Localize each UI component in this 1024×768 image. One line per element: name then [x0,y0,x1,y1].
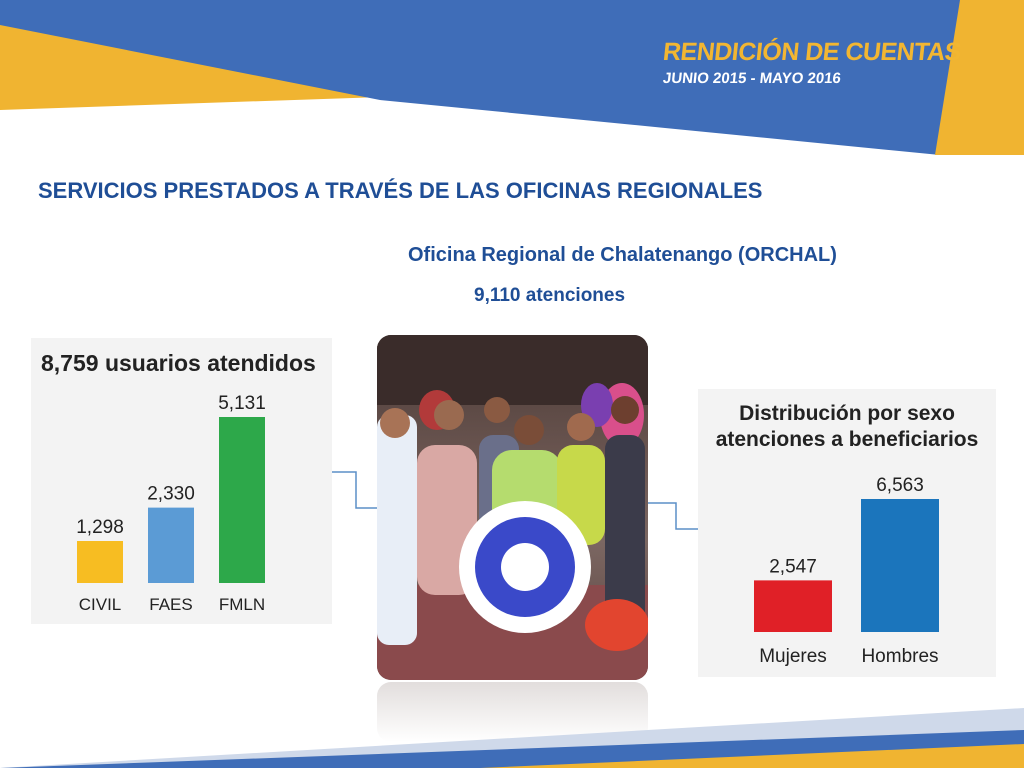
page-title: SERVICIOS PRESTADOS A TRAVÉS DE LAS OFIC… [38,178,763,203]
sexo-chart-title: Distribución por sexo atenciones a benef… [698,401,996,453]
category-label-mujeres: Mujeres [759,646,827,667]
bar-civil [77,541,123,583]
office-title: Oficina Regional de Chalatenango (ORCHAL… [408,244,837,266]
value-label-hombres: 6,563 [876,475,924,496]
connector-right [648,502,700,530]
value-label-faes: 2,330 [147,484,195,505]
group-photo [377,335,648,680]
usuarios-chart-panel: 8,759 usuarios atendidos 1,298 CIVIL 2,330… [31,338,332,624]
usuarios-chart-title: 8,759 usuarios atendidos [41,350,316,376]
bar-faes [148,507,194,583]
sexo-bar-chart: 2,547 Mujeres 6,563 Hombres [754,475,939,667]
category-label-hombres: Hombres [861,646,938,667]
category-label-faes: FAES [149,595,192,614]
atenciones-total: 9,110 atenciones [474,285,626,306]
category-label-civil: CIVIL [79,595,122,614]
value-label-civil: 1,298 [76,517,124,538]
banner-blue-band [0,0,1024,155]
bar-fmln [219,417,265,583]
sexo-chart-panel: Distribución por sexo atenciones a benef… [698,389,996,677]
photo-reflection [377,682,648,742]
bar-hombres [861,499,939,632]
photo-illustration [377,335,648,680]
banner-title: RENDICIÓN DE CUENTAS [661,38,963,66]
header-banner [0,0,1024,155]
value-label-fmln: 5,131 [218,393,266,414]
category-label-fmln: FMLN [219,595,265,614]
banner-period: JUNIO 2015 - MAYO 2016 [662,70,842,87]
banner-yellow-corner [935,0,1024,155]
bar-mujeres [754,580,832,632]
footer-swoosh [0,708,1024,768]
value-label-mujeres: 2,547 [769,556,817,577]
usuarios-bar-chart: 1,298 CIVIL 2,330 FAES 5,131 FMLN [76,393,266,614]
sexo-chart-title-line1: Distribución por sexo [739,402,955,425]
sexo-chart-title-line2: atenciones a beneficiarios [715,428,979,451]
connector-left [330,471,378,509]
